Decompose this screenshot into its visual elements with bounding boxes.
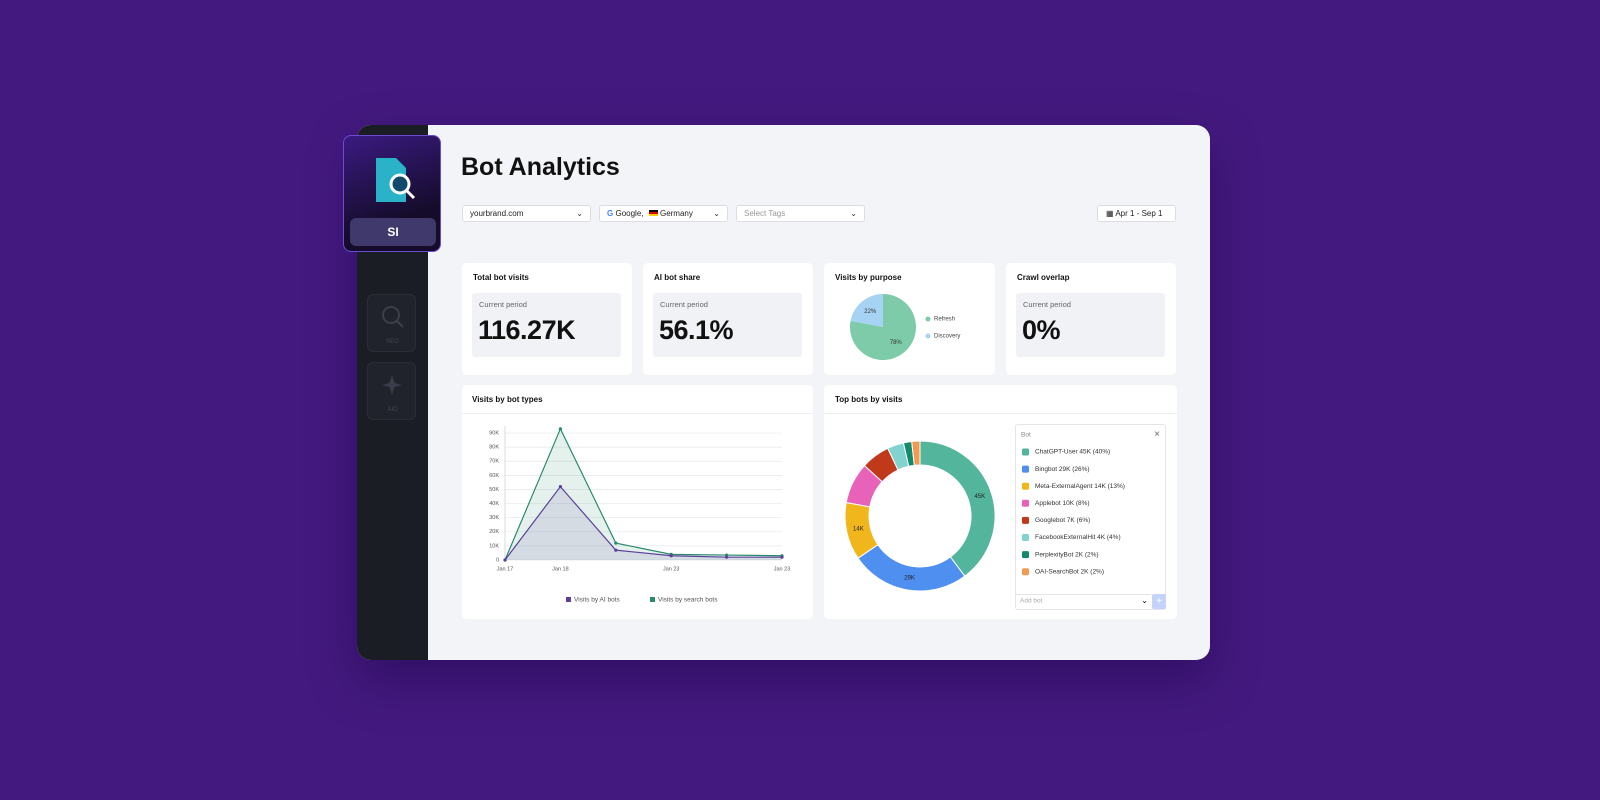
app-label: SI [350,218,436,246]
chevron: ⌄ [576,209,583,218]
seo-icon [382,306,404,328]
app-icon [376,158,416,202]
stat-box: Current period 56.1% [653,293,802,357]
google-icon: G [607,209,614,218]
stat-box: Current period 0% [1016,293,1165,357]
bot-legend-panel: × ⌄ + [1015,424,1166,610]
stat-card: AI bot share Current period 56.1% [643,263,813,375]
app-window: SEO AIO Bot Analytics yourbrand.com ⌄ G G… [357,125,1210,660]
chart-card [824,263,995,375]
select-text: Germany [659,209,693,218]
select-text: Apr 1 - Sep 1 [1115,209,1163,218]
stat-box: Current period 116.27K [472,293,621,357]
close-button[interactable]: × [1154,429,1160,440]
caption: Current period [660,300,708,309]
app-badge: SI [343,135,441,252]
chart-card [462,385,813,619]
tags-select[interactable]: Select Tags ⌄ [736,205,865,222]
stat-card: Crawl overlap Current period 0% [1006,263,1176,375]
chevron: ⌄ [713,209,720,218]
select-text: Google, [615,209,644,218]
chevron: ⌄ [850,209,857,218]
nav-seo[interactable]: SEO [367,294,416,352]
stat-value: 116.27K [478,315,576,345]
stat-value: 56.1% [659,315,734,345]
card-title: Crawl overlap [1017,273,1070,282]
calendar-icon: ▦ [1106,209,1114,218]
engine-select[interactable]: G Google, Germany ⌄ [599,205,728,222]
card-title: AI bot share [654,273,701,282]
caption: Current period [1023,300,1071,309]
date-select[interactable]: ▦ Apr 1 - Sep 1 [1097,205,1176,222]
flag-icon [648,210,658,216]
divider [824,413,1177,414]
stat-value: 0% [1022,315,1061,345]
select-text: yourbrand.com [470,209,524,218]
stat-card: Total bot visits Current period 116.27K [462,263,632,375]
add-button[interactable]: + [1152,594,1166,609]
page-title: Bot Analytics [461,153,620,181]
divider [462,413,813,414]
nav-label: SEO [386,339,399,345]
add-bot-input[interactable]: ⌄ [1016,594,1151,609]
nav-label: AIO [387,407,398,413]
chart-card: × ⌄ + [824,385,1177,619]
domain-select[interactable]: yourbrand.com ⌄ [462,205,591,222]
chevron: ⌄ [1141,596,1148,605]
caption: Current period [479,300,527,309]
select-placeholder: Select Tags [744,209,786,218]
aio-icon [382,375,402,395]
nav-aio[interactable]: AIO [367,362,416,420]
card-title: Total bot visits [473,273,529,282]
